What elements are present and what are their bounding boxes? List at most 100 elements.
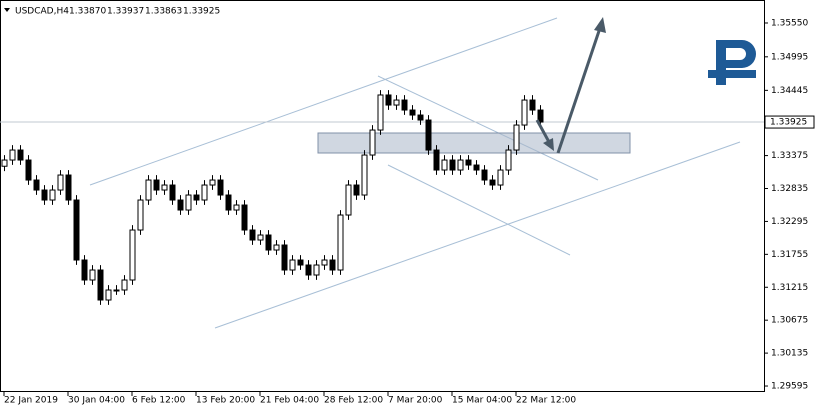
y-tick-label: 1.34445 <box>771 86 808 96</box>
candle-body <box>473 164 480 171</box>
candle-body <box>177 199 184 211</box>
candle-body <box>89 269 96 281</box>
y-tick-label: 1.34995 <box>771 52 808 62</box>
candle-body <box>289 259 296 271</box>
candle-body <box>497 169 504 186</box>
candle-body <box>217 179 224 196</box>
candle-body <box>273 244 280 251</box>
candle-body <box>57 174 64 191</box>
candle-body <box>137 199 144 231</box>
candle-body <box>129 229 136 281</box>
x-tick-label: 30 Jan 04:00 <box>68 396 125 406</box>
x-tick-label: 13 Feb 20:00 <box>196 396 255 406</box>
candle-body <box>393 99 400 106</box>
x-tick-label: 28 Feb 12:00 <box>324 396 383 406</box>
y-tick-label: 1.33375 <box>771 151 808 161</box>
candle-body <box>105 289 112 301</box>
y-tick-label: 1.31215 <box>771 283 808 293</box>
candle-body <box>97 269 104 301</box>
x-tick-label: 22 Mar 12:00 <box>516 396 576 406</box>
header-open: 1.33870 <box>69 7 106 17</box>
candle-body <box>153 179 160 191</box>
candle-body <box>249 229 256 241</box>
candle-body <box>201 184 208 201</box>
candle-body <box>401 99 408 111</box>
candle-body <box>353 184 360 196</box>
candle-body <box>265 234 272 251</box>
x-tick-label: 15 Mar 04:00 <box>452 396 512 406</box>
header-close: 1.33925 <box>183 7 220 17</box>
candle-body <box>441 159 448 171</box>
candle-body <box>409 109 416 116</box>
candle-body <box>377 94 384 131</box>
header-high: 1.33937 <box>107 7 144 17</box>
candle-body <box>337 214 344 271</box>
candle-body <box>161 184 168 191</box>
logo-bowl <box>716 40 756 68</box>
y-tick-label: 1.30675 <box>771 316 808 326</box>
header-low: 1.33863 <box>145 7 182 17</box>
logo-bar <box>708 70 756 78</box>
candle-body <box>513 124 520 151</box>
candle-body <box>529 99 536 111</box>
candle-body <box>385 94 392 106</box>
arrow-head <box>594 17 606 33</box>
candle-body <box>281 244 288 271</box>
menu-arrow <box>4 8 10 12</box>
arrow-up <box>556 27 602 154</box>
x-tick-label: 21 Feb 04:00 <box>260 396 319 406</box>
candle-body <box>33 179 40 191</box>
candle-body <box>489 179 496 186</box>
y-tick-label: 1.35550 <box>771 18 808 28</box>
candle-body <box>313 264 320 276</box>
candle-body <box>49 189 56 201</box>
y-tick-label: 1.32835 <box>771 184 808 194</box>
candle-body <box>41 189 48 201</box>
drawings <box>89 17 741 329</box>
candle-body <box>481 169 488 181</box>
candle-body <box>369 129 376 156</box>
header: USDCAD,H4 1.33870 1.33937 1.33863 1.3392… <box>4 7 220 17</box>
channel-upper <box>89 17 558 186</box>
last-price-box <box>764 115 815 129</box>
candle-body <box>209 179 216 186</box>
candle-body <box>417 114 424 121</box>
candle-body <box>169 184 176 201</box>
candle-body <box>193 194 200 201</box>
candle-body <box>297 259 304 266</box>
candle-body <box>361 154 368 196</box>
candle-body <box>537 109 544 123</box>
candle-body <box>321 259 328 266</box>
candle-body <box>505 149 512 171</box>
arrow-head <box>543 138 554 151</box>
y-tick-label: 1.31755 <box>771 250 808 260</box>
y-tick-label: 1.30135 <box>771 349 808 359</box>
candle-body <box>9 149 16 161</box>
candle-body <box>457 159 464 171</box>
candle-body <box>113 289 120 292</box>
candle-body <box>81 259 88 281</box>
zone <box>317 132 631 154</box>
candle-body <box>225 194 232 211</box>
candle-body <box>305 264 312 276</box>
arrows <box>535 17 606 154</box>
candle-body <box>425 119 432 151</box>
candle-body <box>73 199 80 261</box>
candle-body <box>241 204 248 231</box>
y-tick-label: 1.32295 <box>771 217 808 227</box>
candle-body <box>233 204 240 211</box>
x-tick-label: 22 Jan 2019 <box>4 396 58 406</box>
symbol: USDCAD,H4 <box>15 7 69 17</box>
candle-body <box>65 174 72 201</box>
candle-body <box>345 184 352 216</box>
candle-body <box>17 149 24 161</box>
candle-body <box>145 179 152 201</box>
candle-body <box>185 194 192 211</box>
candle-body <box>1 159 8 167</box>
x-tick-label: 7 Mar 20:00 <box>388 396 443 406</box>
candle-body <box>521 99 528 126</box>
arrow-down <box>535 119 551 143</box>
logo <box>708 40 756 85</box>
